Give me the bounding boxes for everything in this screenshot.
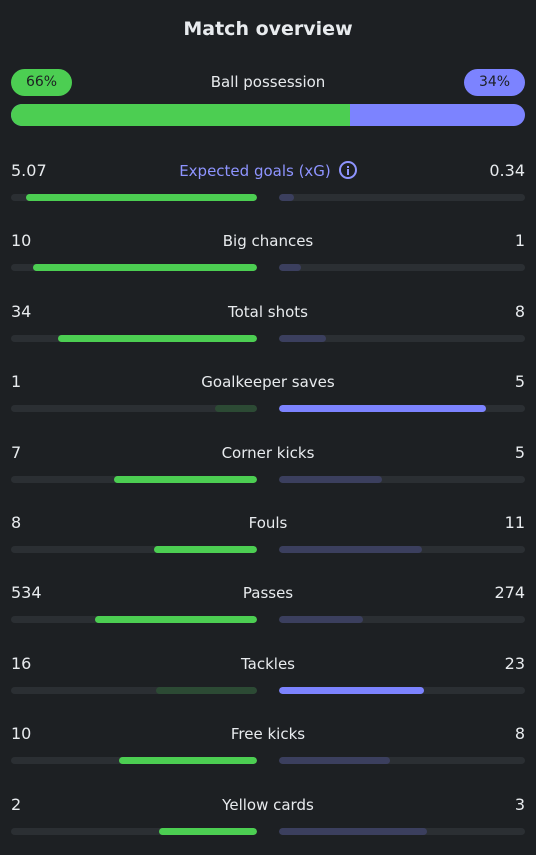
possession-row: 66% Ball possession 34% xyxy=(11,69,525,96)
away-possession-badge: 34% xyxy=(464,69,525,96)
away-bar xyxy=(279,757,525,764)
home-bar-fill xyxy=(156,687,257,694)
home-bar xyxy=(11,687,257,694)
home-bar xyxy=(11,616,257,623)
home-value: 8 xyxy=(11,513,22,532)
home-bar-fill xyxy=(153,546,257,553)
away-value: 8 xyxy=(514,724,525,743)
away-bar-fill xyxy=(279,616,363,623)
away-bar-fill xyxy=(279,194,294,201)
away-bar-fill xyxy=(279,757,390,764)
away-bar-fill xyxy=(279,476,383,483)
possession-bar xyxy=(11,104,525,126)
away-value: 5 xyxy=(514,443,525,462)
home-bar-fill xyxy=(94,616,257,623)
stat-row-passes: 534 Passes 274 xyxy=(11,582,525,626)
stat-row-goalkeeper-saves: 1 Goalkeeper saves 5 xyxy=(11,371,525,415)
home-bar xyxy=(11,264,257,271)
away-bar-fill xyxy=(279,687,425,694)
home-value: 534 xyxy=(11,583,42,602)
away-bar xyxy=(279,476,525,483)
home-bar-fill xyxy=(33,264,257,271)
home-bar-fill xyxy=(25,194,257,201)
away-bar xyxy=(279,616,525,623)
stat-label: Fouls xyxy=(248,514,288,532)
panel-title: Match overview xyxy=(183,18,353,40)
stat-row-corner-kicks: 7 Corner kicks 5 xyxy=(11,442,525,486)
home-bar xyxy=(11,828,257,835)
home-value: 7 xyxy=(11,443,22,462)
away-bar-fill xyxy=(279,335,326,342)
away-bar xyxy=(279,687,525,694)
home-bar-fill xyxy=(158,828,257,835)
info-icon[interactable] xyxy=(338,161,357,179)
home-bar xyxy=(11,476,257,483)
away-bar xyxy=(279,335,525,342)
away-value: 8 xyxy=(514,302,525,321)
stat-label: Total shots xyxy=(228,303,308,321)
away-bar xyxy=(279,264,525,271)
home-value: 34 xyxy=(11,302,32,321)
stat-row-tackles: 16 Tackles 23 xyxy=(11,653,525,697)
stat-row-yellow-cards: 2 Yellow cards 3 xyxy=(11,794,525,838)
away-bar xyxy=(279,405,525,412)
home-bar-fill xyxy=(57,335,257,342)
stat-label: Big chances xyxy=(222,232,314,250)
away-bar-fill xyxy=(279,546,422,553)
possession-label: Ball possession xyxy=(210,73,326,91)
home-value: 10 xyxy=(11,724,32,743)
stat-label: Tackles xyxy=(240,655,296,673)
away-bar xyxy=(279,546,525,553)
possession-bar-home-fill xyxy=(11,104,351,126)
home-value: 1 xyxy=(11,372,22,391)
stat-label-xg[interactable]: Expected goals (xG) xyxy=(11,160,525,182)
home-value: 16 xyxy=(11,654,32,673)
away-value: 3 xyxy=(514,795,525,814)
home-bar-fill xyxy=(114,476,257,483)
stat-row-big-chances: 10 Big chances 1 xyxy=(11,230,525,274)
home-value: 10 xyxy=(11,231,32,250)
home-bar-fill xyxy=(119,757,257,764)
home-possession-badge: 66% xyxy=(11,69,72,96)
home-bar xyxy=(11,405,257,412)
home-value: 5.07 xyxy=(11,161,47,180)
home-value: 2 xyxy=(11,795,22,814)
home-bar xyxy=(11,757,257,764)
home-bar xyxy=(11,194,257,201)
home-bar xyxy=(11,546,257,553)
stat-row-free-kicks: 10 Free kicks 8 xyxy=(11,723,525,767)
away-bar-fill xyxy=(279,828,427,835)
away-value: 23 xyxy=(504,654,525,673)
away-value: 274 xyxy=(494,583,525,602)
home-bar xyxy=(11,335,257,342)
stat-label[interactable]: Expected goals (xG) xyxy=(179,162,331,180)
stat-label: Free kicks xyxy=(230,725,306,743)
away-value: 11 xyxy=(504,513,525,532)
away-bar xyxy=(279,194,525,201)
away-value: 5 xyxy=(514,372,525,391)
stat-row-total-shots: 34 Total shots 8 xyxy=(11,301,525,345)
stat-label: Passes xyxy=(242,584,294,602)
away-value: 1 xyxy=(514,231,525,250)
stat-label: Yellow cards xyxy=(222,796,314,814)
stat-label: Goalkeeper saves xyxy=(201,373,335,391)
away-bar xyxy=(279,828,525,835)
stat-label: Corner kicks xyxy=(221,444,315,462)
stat-row-xg: 5.07 Expected goals (xG) 0.34 xyxy=(11,160,525,204)
away-bar-fill xyxy=(279,264,302,271)
home-bar-fill xyxy=(215,405,257,412)
away-bar-fill xyxy=(279,405,486,412)
stat-row-fouls: 8 Fouls 11 xyxy=(11,512,525,556)
away-value: 0.34 xyxy=(489,161,525,180)
